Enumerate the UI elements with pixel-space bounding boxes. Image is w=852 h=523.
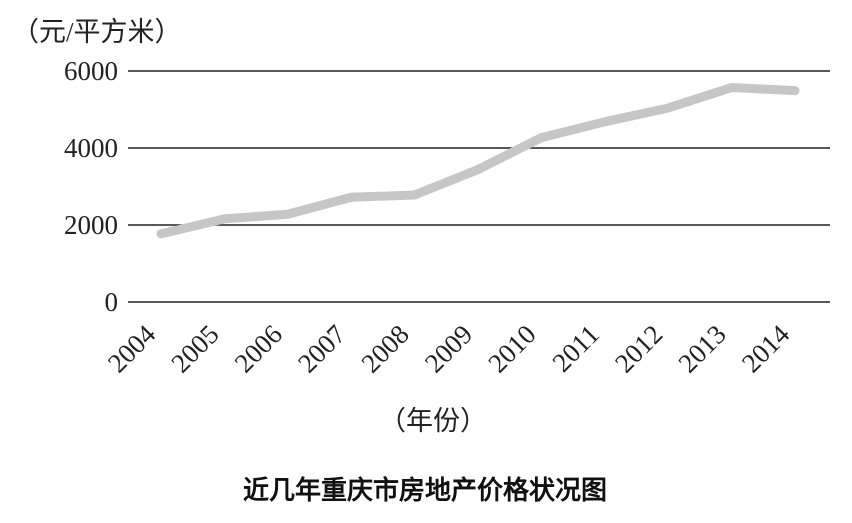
x-tick-label-2011: 2011: [546, 319, 605, 378]
y-tick-label-4000: 4000: [64, 133, 118, 163]
y-tick-label-6000: 6000: [64, 56, 118, 86]
x-tick-label-2006: 2006: [229, 319, 288, 378]
x-tick-labels: 2004 2005 2006 2007 2008 2009 2010 2011 2012 2013…: [102, 319, 796, 379]
y-tick-labels: 0 2000 4000 6000: [64, 56, 118, 317]
chart-title: 近几年重庆市房地产价格状况图: [243, 475, 607, 506]
series-line-layer: [156, 83, 800, 239]
data-point-2014: [790, 86, 800, 96]
data-point-2011: [600, 117, 610, 127]
data-point-2006: [283, 209, 293, 219]
x-axis-label: （年份）: [379, 406, 487, 436]
x-tick-label-2004: 2004: [102, 319, 162, 379]
x-tick-label-2010: 2010: [482, 319, 541, 378]
x-tick-label-2013: 2013: [672, 319, 731, 378]
x-tick-label-2007: 2007: [292, 319, 351, 378]
data-point-2005: [219, 214, 229, 224]
gridlines: [128, 70, 830, 303]
series-line-0: [159, 83, 796, 239]
data-point-2010: [536, 133, 546, 143]
y-tick-label-0: 0: [105, 287, 119, 317]
data-point-2008: [410, 190, 420, 200]
x-tick-label-2014: 2014: [736, 319, 796, 379]
x-tick-label-2012: 2012: [609, 319, 668, 378]
data-point-2004: [156, 229, 166, 239]
data-point-2007: [346, 192, 356, 202]
y-axis-label: （元/平方米）: [12, 17, 182, 47]
x-tick-label-2008: 2008: [355, 319, 414, 378]
data-point-2009: [473, 165, 483, 175]
y-tick-label-2000: 2000: [64, 210, 118, 240]
data-point-2012: [663, 103, 673, 113]
x-tick-label-2005: 2005: [165, 319, 224, 378]
x-tick-label-2009: 2009: [419, 319, 478, 378]
data-point-2013: [727, 83, 737, 93]
